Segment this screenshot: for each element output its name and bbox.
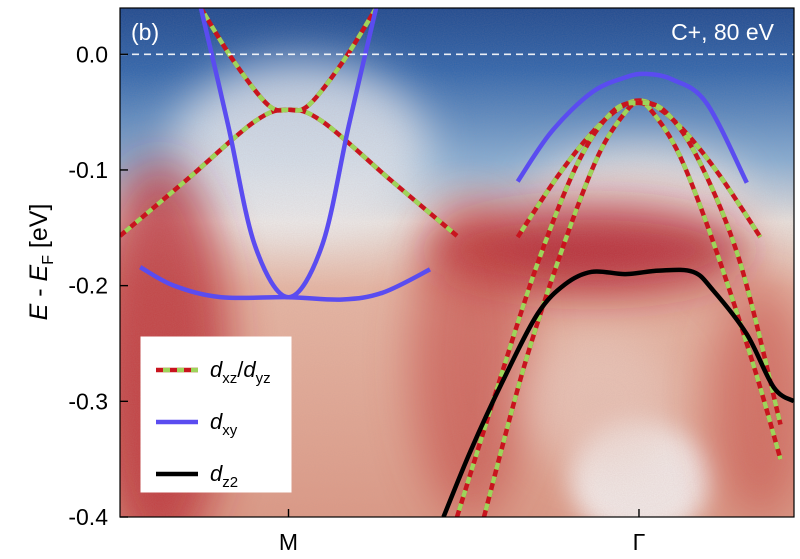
- y-axis-label-e: E: [25, 303, 53, 320]
- legend-label-dxzdyz: dxz​/dyz​: [210, 357, 271, 387]
- band-dxzdyz-4-dash: [454, 100, 783, 517]
- legend-label-dz2: dz2​: [210, 461, 238, 491]
- y-axis-label-ef-sub: F: [40, 255, 57, 265]
- band-dxy-6: [139, 265, 432, 302]
- y-axis-label-ef: E: [25, 264, 53, 281]
- y-tick-label-4: -0.4: [68, 504, 108, 530]
- band-dxzdyz-1-dash: [198, 8, 379, 113]
- y-axis-label: E - EF [eV]: [25, 204, 57, 321]
- legend-label-dxy: dxy​: [210, 409, 238, 439]
- axes: 0.0 -0.1 -0.2 -0.3 -0.4 M Γ: [68, 41, 645, 555]
- y-axis-label-minus: -: [25, 281, 53, 303]
- plot-frame: [119, 7, 795, 518]
- y-tick-label-0: 0.0: [76, 41, 108, 67]
- intensity-map: [120, 8, 794, 517]
- x-tick-label-0: M: [279, 529, 298, 555]
- band-dxzdyz-2: [515, 98, 763, 239]
- panel-label: (b): [131, 19, 159, 45]
- band-dxy-7: [515, 71, 749, 184]
- legend-box: [140, 336, 292, 493]
- y-axis-label-unit: [eV]: [25, 204, 53, 255]
- band-dz2-8: [441, 267, 794, 517]
- y-tick-label-1: -0.1: [68, 157, 108, 183]
- legend: dxz​/dyz​ dxy​ dz2​: [140, 336, 292, 493]
- measurement-annotation: C+, 80 eV: [671, 19, 775, 45]
- x-tick-label-1: Γ: [633, 529, 646, 555]
- band-curves: [120, 8, 794, 517]
- y-tick-label-2: -0.2: [68, 273, 108, 299]
- y-tick-label-3: -0.3: [68, 388, 108, 414]
